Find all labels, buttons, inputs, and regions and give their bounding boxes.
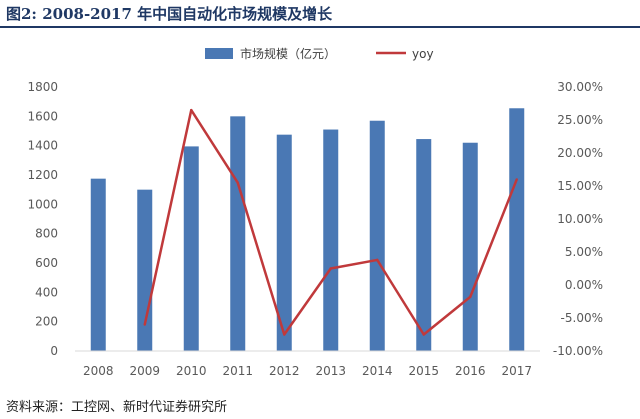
left-tick-label: 1400 bbox=[27, 139, 58, 153]
bar bbox=[90, 178, 106, 351]
left-tick-label: 1000 bbox=[27, 197, 58, 211]
left-tick-label: 1200 bbox=[27, 168, 58, 182]
bar bbox=[323, 129, 339, 351]
bar bbox=[416, 139, 432, 351]
bar-series bbox=[90, 108, 525, 352]
figure-header: 图2: 2008-2017 年中国自动化市场规模及增长 bbox=[0, 0, 640, 26]
yoy-point bbox=[469, 295, 472, 299]
yoy-line-series bbox=[143, 108, 518, 336]
left-tick-label: 800 bbox=[35, 227, 58, 241]
x-tick-label: 2008 bbox=[83, 364, 114, 378]
left-tick-label: 600 bbox=[35, 256, 58, 270]
right-tick-label: -10.00% bbox=[553, 344, 603, 358]
yoy-point bbox=[283, 333, 286, 336]
bar bbox=[462, 142, 478, 351]
figure-source: 资料来源：工控网、新时代证券研究所 bbox=[6, 400, 228, 415]
left-tick-label: 200 bbox=[35, 315, 58, 329]
right-tick-label: 30.00% bbox=[557, 80, 603, 94]
legend-label-bar: 市场规模（亿元） bbox=[240, 46, 336, 61]
right-tick-label: 0.00% bbox=[565, 278, 603, 292]
legend-swatch-bar bbox=[205, 48, 233, 59]
yoy-point bbox=[143, 323, 146, 326]
right-tick-label: 5.00% bbox=[565, 245, 603, 259]
right-axis: -10.00% -5.00% 0.00% 5.00% 10.00% 15.00% 20.00… bbox=[553, 80, 603, 358]
bar bbox=[183, 146, 199, 351]
x-tick-label: 2016 bbox=[455, 364, 486, 378]
left-tick-label: 400 bbox=[35, 285, 58, 299]
bar bbox=[137, 189, 153, 351]
yoy-point bbox=[236, 181, 239, 184]
yoy-point bbox=[422, 333, 425, 336]
yoy-point bbox=[376, 258, 379, 262]
header-rule bbox=[0, 26, 640, 28]
right-tick-label: 10.00% bbox=[557, 212, 603, 226]
bar bbox=[276, 134, 292, 351]
right-tick-label: 15.00% bbox=[557, 179, 603, 193]
right-tick-label: 20.00% bbox=[557, 146, 603, 160]
yoy-point bbox=[329, 267, 332, 270]
bar bbox=[369, 120, 385, 351]
x-tick-label: 2015 bbox=[408, 364, 439, 378]
x-tick-label: 2013 bbox=[315, 364, 346, 378]
x-tick-label: 2010 bbox=[176, 364, 207, 378]
x-tick-label: 2009 bbox=[129, 364, 160, 378]
figure-title: 图2: 2008-2017 年中国自动化市场规模及增长 bbox=[6, 5, 333, 23]
x-tick-label: 2011 bbox=[222, 364, 253, 378]
yoy-point bbox=[515, 178, 518, 181]
legend: 市场规模（亿元） yoy bbox=[205, 46, 434, 61]
x-axis: 2008 2009 2010 2011 2012 2013 2014 2015 2016 2017 bbox=[75, 350, 540, 378]
left-tick-label: 0 bbox=[50, 344, 58, 358]
bar bbox=[230, 116, 246, 351]
left-axis: 0 200 400 600 800 1000 1200 1400 1600 1800 bbox=[27, 80, 58, 358]
right-tick-label: -5.00% bbox=[561, 311, 603, 325]
x-tick-label: 2014 bbox=[362, 364, 393, 378]
legend-label-line: yoy bbox=[412, 47, 434, 61]
x-tick-label: 2017 bbox=[501, 364, 532, 378]
chart: 0 200 400 600 800 1000 1200 1400 1600 1800 -10.00… bbox=[27, 46, 603, 378]
left-tick-label: 1600 bbox=[27, 109, 58, 123]
yoy-point bbox=[190, 108, 193, 112]
left-tick-label: 1800 bbox=[27, 80, 58, 94]
x-tick-label: 2012 bbox=[269, 364, 300, 378]
right-tick-label: 25.00% bbox=[557, 113, 603, 127]
bar bbox=[509, 108, 525, 352]
